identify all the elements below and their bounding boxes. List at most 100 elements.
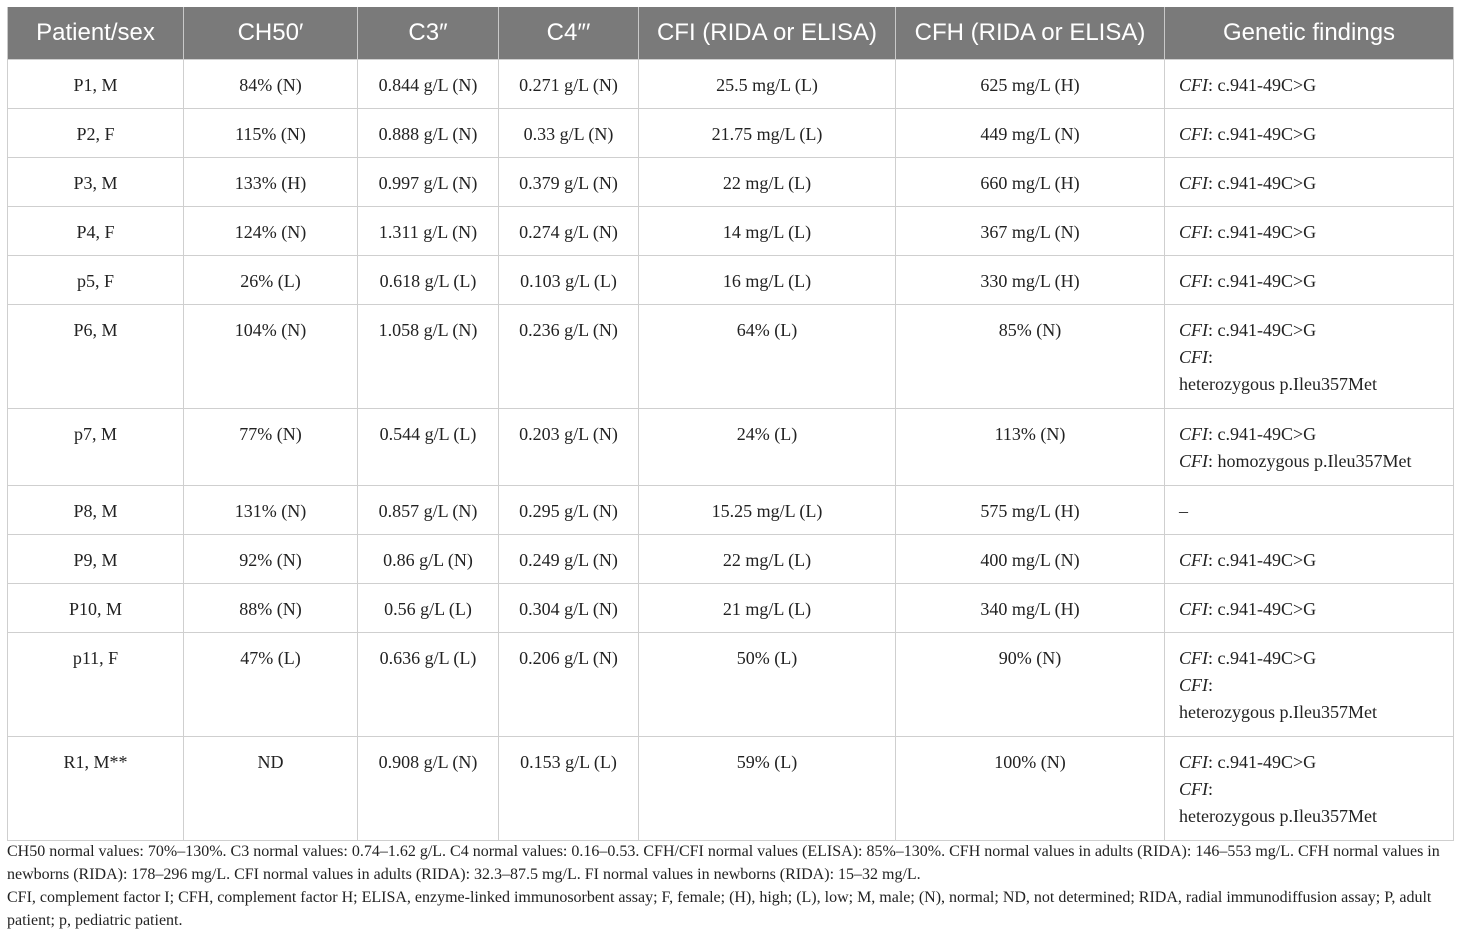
variant-text: : c.941-49C>G	[1208, 320, 1317, 340]
table-row: P4, F 124% (N) 1.311 g/L (N) 0.274 g/L (N) 1…	[7, 206, 1454, 256]
cell-cfi: 21.75 mg/L (L)	[638, 108, 896, 158]
cell-patient: P6, M	[7, 304, 184, 409]
cell-cfh: 367 mg/L (N)	[895, 206, 1165, 256]
table-row: P2, F 115% (N) 0.888 g/L (N) 0.33 g/L (N) 21…	[7, 108, 1454, 158]
cell-c3: 0.888 g/L (N)	[357, 108, 499, 158]
genetic-line: CFI: c.941-49C>G	[1179, 72, 1447, 99]
gene-name: CFI	[1179, 75, 1208, 95]
genetic-line: heterozygous p.Ileu357Met	[1179, 803, 1447, 830]
gene-name: CFI	[1179, 124, 1208, 144]
cell-c3: 0.618 g/L (L)	[357, 255, 499, 305]
cell-cfi: 21 mg/L (L)	[638, 583, 896, 633]
cell-patient: P8, M	[7, 485, 184, 535]
cell-cfi: 24% (L)	[638, 408, 896, 486]
cell-cfi: 15.25 mg/L (L)	[638, 485, 896, 535]
cell-c4: 0.249 g/L (N)	[498, 534, 639, 584]
gene-name: CFI	[1179, 173, 1208, 193]
table-row: P9, M 92% (N) 0.86 g/L (N) 0.249 g/L (N) 22 …	[7, 534, 1454, 584]
cell-patient: P2, F	[7, 108, 184, 158]
variant-text: :	[1208, 675, 1214, 695]
cell-cfh: 330 mg/L (H)	[895, 255, 1165, 305]
genetic-line: CFI: c.941-49C>G	[1179, 121, 1447, 148]
cell-cfi: 22 mg/L (L)	[638, 157, 896, 207]
variant-text: : c.941-49C>G	[1208, 550, 1317, 570]
genetic-line: CFI: c.941-49C>G	[1179, 645, 1447, 672]
cell-c4: 0.295 g/L (N)	[498, 485, 639, 535]
cell-c4: 0.274 g/L (N)	[498, 206, 639, 256]
variant-text: heterozygous p.Ileu357Met	[1179, 702, 1377, 722]
header-cell: CH50′	[183, 7, 358, 60]
cell-c4: 0.203 g/L (N)	[498, 408, 639, 486]
cell-ch50: ND	[183, 736, 358, 841]
gene-name: CFI	[1179, 599, 1208, 619]
gene-name: CFI	[1179, 550, 1208, 570]
cell-c4: 0.33 g/L (N)	[498, 108, 639, 158]
table-body: P1, M 84% (N) 0.844 g/L (N) 0.271 g/L (N) 25…	[7, 59, 1454, 841]
table-row: p7, M 77% (N) 0.544 g/L (L) 0.203 g/L (N) 24…	[7, 408, 1454, 486]
cell-cfh: 340 mg/L (H)	[895, 583, 1165, 633]
cell-genetic: –	[1164, 485, 1454, 535]
cell-ch50: 47% (L)	[183, 632, 358, 737]
cell-cfh: 575 mg/L (H)	[895, 485, 1165, 535]
table-row: P8, M 131% (N) 0.857 g/L (N) 0.295 g/L (N) 1…	[7, 485, 1454, 535]
genetic-line: CFI: c.941-49C>G	[1179, 596, 1447, 623]
cell-c4: 0.236 g/L (N)	[498, 304, 639, 409]
header-cell: C3″	[357, 7, 499, 60]
cell-genetic: CFI: c.941-49C>G	[1164, 206, 1454, 256]
header-cell: CFI (RIDA or ELISA)	[638, 7, 896, 60]
abbreviations-note: CFI, complement factor I; CFH, complemen…	[7, 889, 1432, 929]
table-row: R1, M** ND 0.908 g/L (N) 0.153 g/L (L) 59% (…	[7, 736, 1454, 841]
genetic-line: CFI: c.941-49C>G	[1179, 547, 1447, 574]
gene-name: CFI	[1179, 347, 1208, 367]
table-footnotes: CH50 normal values: 70%–130%. C3 normal …	[7, 840, 1453, 932]
cell-cfh: 660 mg/L (H)	[895, 157, 1165, 207]
cell-cfi: 22 mg/L (L)	[638, 534, 896, 584]
cell-cfi: 64% (L)	[638, 304, 896, 409]
cell-patient: P10, M	[7, 583, 184, 633]
header-row: Patient/sex CH50′ C3″ C4″′ CFI (RIDA or …	[7, 7, 1454, 60]
cell-patient: P9, M	[7, 534, 184, 584]
cell-c3: 0.997 g/L (N)	[357, 157, 499, 207]
genetic-line: –	[1179, 498, 1447, 525]
table-row: P6, M 104% (N) 1.058 g/L (N) 0.236 g/L (N) 6…	[7, 304, 1454, 409]
header-cell: Genetic findings	[1164, 7, 1454, 60]
variant-text: : c.941-49C>G	[1208, 424, 1317, 444]
genetic-line: CFI: homozygous p.Ileu357Met	[1179, 448, 1447, 475]
variant-text: :	[1208, 779, 1214, 799]
genetic-line: heterozygous p.Ileu357Met	[1179, 699, 1447, 726]
cell-c4: 0.379 g/L (N)	[498, 157, 639, 207]
header-cell: Patient/sex	[7, 7, 184, 60]
cell-c3: 0.636 g/L (L)	[357, 632, 499, 737]
cell-c3: 0.908 g/L (N)	[357, 736, 499, 841]
cell-genetic: CFI: c.941-49C>G	[1164, 59, 1454, 109]
variant-text: : c.941-49C>G	[1208, 599, 1317, 619]
gene-name: CFI	[1179, 752, 1208, 772]
cell-genetic: CFI: c.941-49C>G	[1164, 583, 1454, 633]
genetic-line: CFI:	[1179, 344, 1447, 371]
variant-text: heterozygous p.Ileu357Met	[1179, 806, 1377, 826]
normal-values-note: CH50 normal values: 70%–130%. C3 normal …	[7, 843, 1440, 883]
cell-ch50: 131% (N)	[183, 485, 358, 535]
variant-text: : c.941-49C>G	[1208, 222, 1317, 242]
cell-c4: 0.304 g/L (N)	[498, 583, 639, 633]
cell-c3: 0.844 g/L (N)	[357, 59, 499, 109]
gene-name: CFI	[1179, 222, 1208, 242]
table-row: P1, M 84% (N) 0.844 g/L (N) 0.271 g/L (N) 25…	[7, 59, 1454, 109]
variant-text: : homozygous p.Ileu357Met	[1208, 451, 1412, 471]
variant-text: –	[1179, 501, 1188, 521]
variant-text: : c.941-49C>G	[1208, 752, 1317, 772]
cell-c4: 0.271 g/L (N)	[498, 59, 639, 109]
cell-patient: R1, M**	[7, 736, 184, 841]
cell-cfh: 625 mg/L (H)	[895, 59, 1165, 109]
cell-ch50: 92% (N)	[183, 534, 358, 584]
cell-c3: 0.857 g/L (N)	[357, 485, 499, 535]
cell-patient: P3, M	[7, 157, 184, 207]
cell-c4: 0.103 g/L (L)	[498, 255, 639, 305]
cell-genetic: CFI: c.941-49C>G CFI: homozygous p.Ileu35…	[1164, 408, 1454, 486]
cell-c3: 0.86 g/L (N)	[357, 534, 499, 584]
cell-ch50: 104% (N)	[183, 304, 358, 409]
cell-genetic: CFI: c.941-49C>G	[1164, 255, 1454, 305]
genetic-line: heterozygous p.Ileu357Met	[1179, 371, 1447, 398]
variant-text: : c.941-49C>G	[1208, 124, 1317, 144]
variant-text: heterozygous p.Ileu357Met	[1179, 374, 1377, 394]
